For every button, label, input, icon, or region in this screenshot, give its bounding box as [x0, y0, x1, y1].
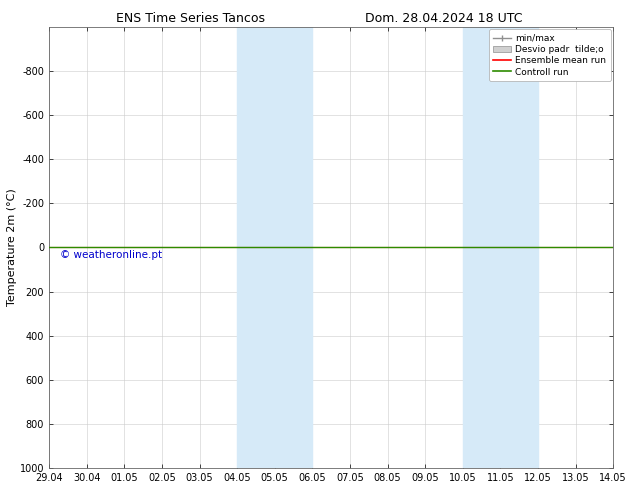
- Text: ENS Time Series Tancos: ENS Time Series Tancos: [115, 12, 265, 25]
- Bar: [463, 26, 538, 468]
- Text: Dom. 28.04.2024 18 UTC: Dom. 28.04.2024 18 UTC: [365, 12, 522, 25]
- Text: © weatheronline.pt: © weatheronline.pt: [60, 249, 162, 260]
- Y-axis label: Temperature 2m (°C): Temperature 2m (°C): [7, 189, 17, 306]
- Bar: [237, 26, 313, 468]
- Legend: min/max, Desvio padr  tilde;o, Ensemble mean run, Controll run: min/max, Desvio padr tilde;o, Ensemble m…: [489, 29, 611, 81]
